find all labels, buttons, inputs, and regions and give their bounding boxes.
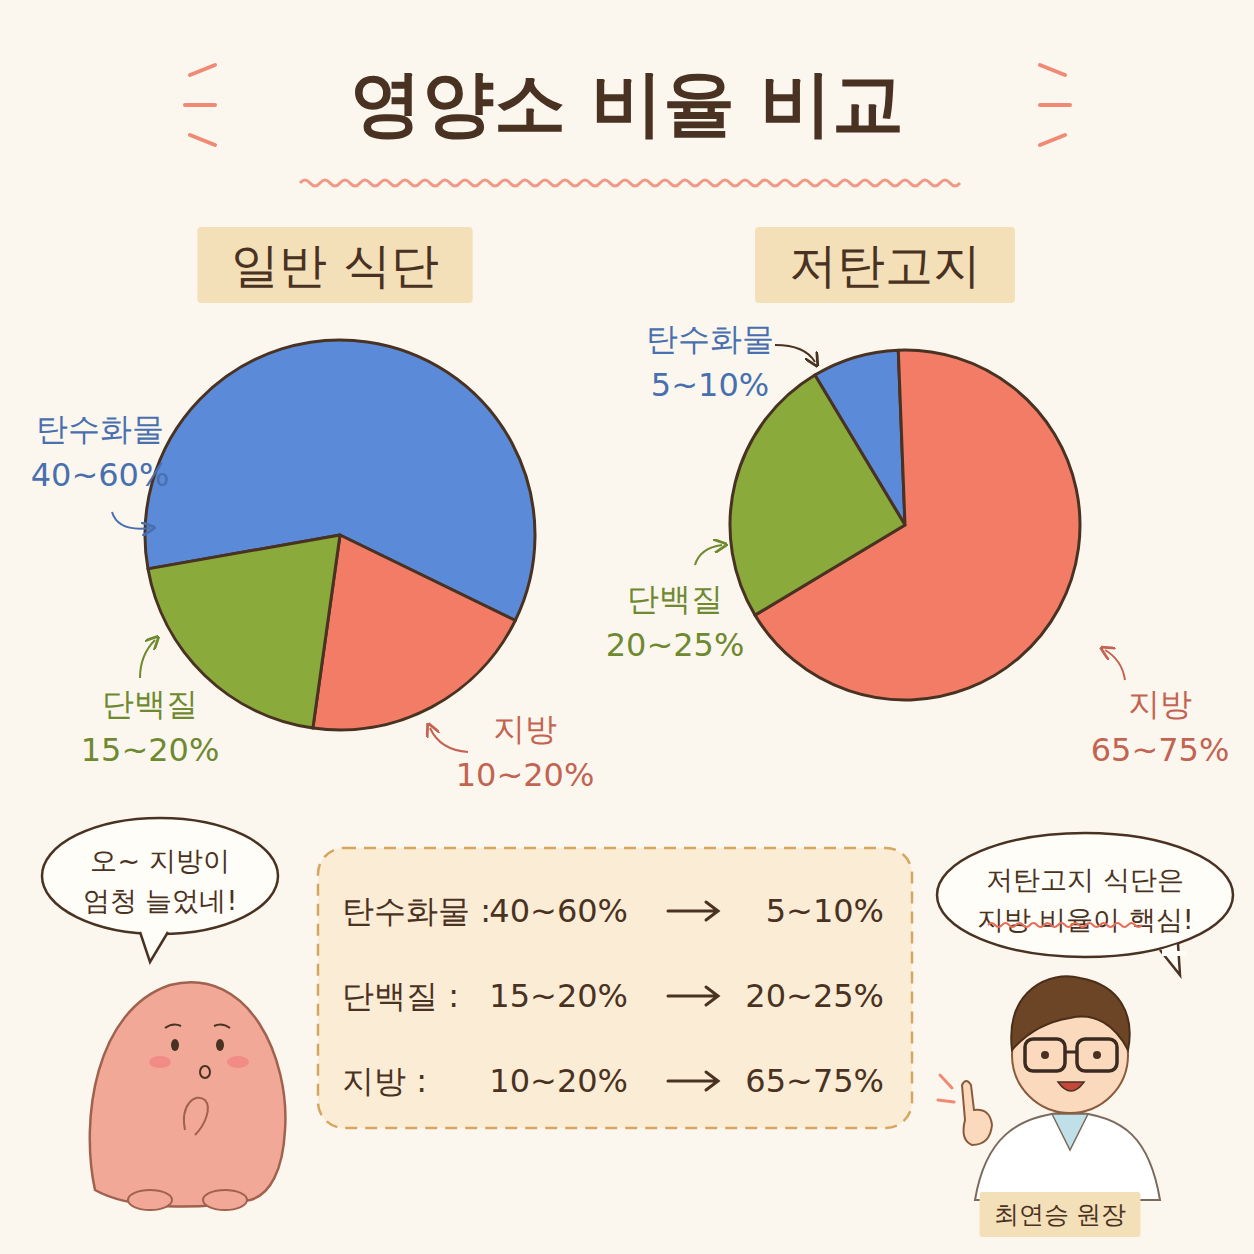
bubble-text: 저탄고지 식단은 — [986, 864, 1184, 895]
row-label: 단백질 : — [342, 977, 459, 1015]
slice-category: 단백질 — [102, 685, 198, 723]
slice-category: 탄수화물 — [36, 410, 164, 448]
pie-chart: 일반 식단탄수화물 40~60% 지방 10~20% 단백질 15~20% — [31, 227, 595, 794]
doctor-shirt — [1052, 1114, 1088, 1150]
blob-blush — [227, 1056, 249, 1068]
speech-bubble: 오~ 지방이엄청 늘었네! — [42, 818, 278, 962]
bubble-text: 엄청 늘었네! — [83, 885, 237, 916]
row-arrow — [668, 902, 718, 920]
label-arrow — [1105, 650, 1125, 680]
chart-title: 일반 식단 — [231, 237, 438, 293]
label-arrow — [430, 728, 468, 752]
row-label: 지방 : — [342, 1062, 427, 1100]
row-from: 15~20% — [489, 977, 628, 1015]
title-decoration — [1040, 103, 1070, 107]
blob-character — [90, 982, 286, 1210]
row-to: 65~75% — [745, 1062, 884, 1100]
bubble-text: 오~ 지방이 — [90, 845, 229, 876]
row-arrow — [668, 1072, 718, 1090]
title-underline — [300, 180, 960, 186]
name-tag-text: 최연승 원장 — [994, 1200, 1127, 1229]
doctor-sparkle — [938, 1100, 954, 1102]
blob-body — [90, 982, 286, 1206]
doctor-eye — [1093, 1051, 1101, 1059]
bubble-tail-cover — [142, 928, 166, 933]
title-decoration — [1040, 135, 1065, 145]
slices — [145, 340, 535, 730]
doctor-mouth — [1058, 1082, 1084, 1091]
doctor-coat — [975, 1112, 1160, 1200]
chart-title-box — [755, 227, 1015, 303]
emphasis-underline — [988, 923, 1142, 927]
slice-value-label: 15~20% — [81, 731, 220, 769]
blob-mouth — [200, 1066, 210, 1078]
bubble-shape — [937, 833, 1233, 957]
blob-blush — [149, 1056, 171, 1068]
title-decoration — [1040, 65, 1065, 75]
row-arrow — [668, 987, 718, 1005]
chart-title-group: 저탄고지 — [755, 227, 1015, 303]
slices — [730, 350, 1080, 700]
background — [0, 0, 1254, 1254]
label-arrow — [112, 512, 150, 529]
bubble-tail — [140, 932, 168, 962]
chart-title: 저탄고지 — [789, 237, 981, 293]
canvas: 영양소 비율 비교일반 식단탄수화물 40~60% 지방 10~20% 단백질 15~20… — [0, 0, 1254, 1254]
blob-hand — [184, 1098, 208, 1135]
bubble-tail-cover — [1162, 951, 1186, 956]
doctor-character: 최연승 원장 — [938, 976, 1160, 1237]
doctor-glasses — [1077, 1039, 1117, 1071]
bubble-text: 지방 비율이 핵심! — [977, 904, 1194, 935]
chart-title-box — [197, 227, 472, 303]
page-title: 영양소 비율 비교 — [350, 61, 904, 145]
doctor-hand — [962, 1081, 992, 1145]
name-tag-box — [980, 1192, 1141, 1237]
title-decoration — [185, 103, 215, 107]
blob-foot — [203, 1190, 247, 1210]
slice-category: 지방 — [493, 710, 557, 748]
slice-value-label: 65~75% — [1091, 731, 1230, 769]
row-to: 20~25% — [745, 977, 884, 1015]
pie-slice — [730, 375, 905, 615]
comparison-table: 탄수화물 :40~60% 5~10% 단백질 : 15~20% 20~25% 지방 : 10… — [318, 848, 912, 1128]
slice-category: 탄수화물 — [646, 320, 774, 358]
slice-value-label: 40~60% — [31, 456, 170, 494]
name-tag: 최연승 원장 — [980, 1192, 1141, 1237]
row-from: 40~60% — [489, 892, 628, 930]
label-arrow — [140, 640, 155, 678]
bubble-shape — [42, 818, 278, 934]
blob-brow — [165, 1024, 230, 1028]
row-to: 5~10% — [766, 892, 884, 930]
blob-eye — [216, 1039, 224, 1051]
doctor-glasses — [1025, 1039, 1065, 1071]
row-from: 10~20% — [489, 1062, 628, 1100]
slice-value-label: 10~20% — [456, 756, 595, 794]
blob-foot — [128, 1190, 172, 1210]
slice-value-label: 5~10% — [651, 366, 769, 404]
speech-bubble: 저탄고지 식단은지방 비율이 핵심! — [937, 833, 1233, 975]
slice-category: 단백질 — [627, 580, 723, 618]
row-label: 탄수화물 : — [342, 892, 491, 930]
pie-chart: 저탄고지탄수화물 5~10% 지방 65~75% 단백질 20~25% — [606, 227, 1230, 769]
doctor-glasses-bridge — [1065, 1051, 1077, 1054]
table-box — [318, 848, 912, 1128]
blob-eye — [171, 1039, 179, 1051]
bubble-tail — [1160, 944, 1180, 975]
doctor-sparkle — [940, 1075, 952, 1088]
chart-title-group: 일반 식단 — [197, 227, 472, 303]
pie-slice — [313, 535, 515, 730]
label-arrow — [775, 345, 815, 362]
title-decoration — [190, 135, 215, 145]
title-decoration — [190, 65, 215, 75]
slice-value-label: 20~25% — [606, 626, 745, 664]
label-arrow — [695, 545, 722, 565]
doctor-eye — [1041, 1051, 1049, 1059]
slice-category: 지방 — [1128, 685, 1192, 723]
